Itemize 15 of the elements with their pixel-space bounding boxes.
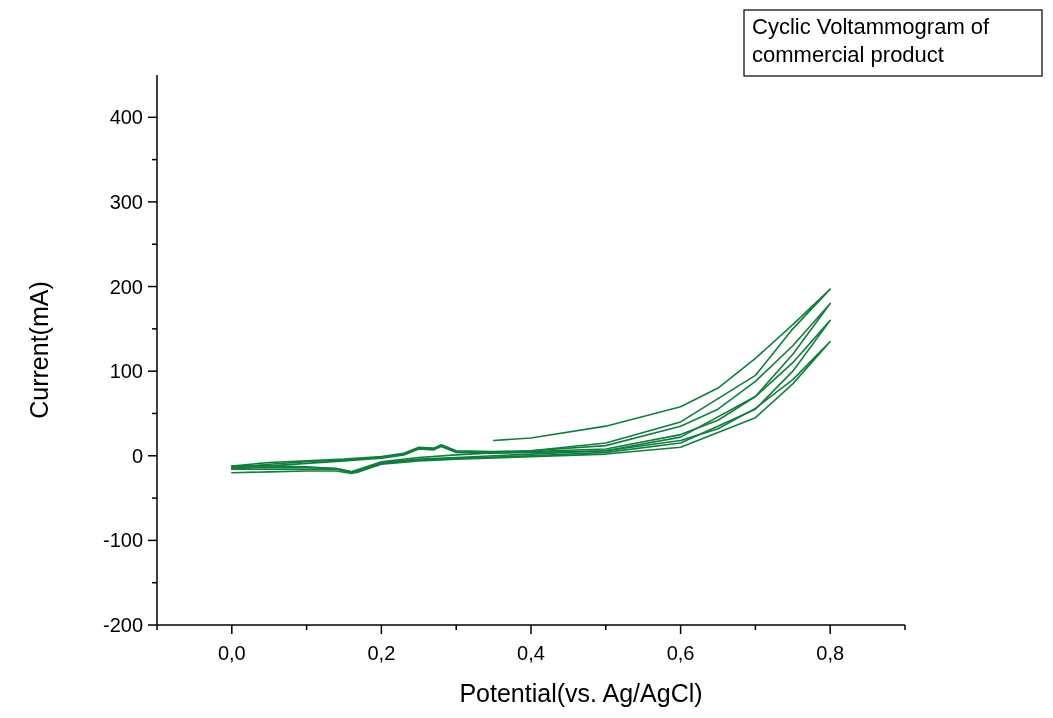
y-tick-label: 300 xyxy=(109,190,143,213)
y-tick-label: 400 xyxy=(109,106,143,129)
x-tick-label: 0,0 xyxy=(217,642,246,664)
x-tick-label: 0,6 xyxy=(666,642,695,664)
x-axis-title: Potential(vs. Ag/AgCl) xyxy=(459,679,703,707)
x-tick-label: 0,4 xyxy=(517,642,545,664)
y-tick-label: -200 xyxy=(102,614,143,636)
y-axis-title: Current(mA) xyxy=(25,281,53,419)
x-tick-label: 0,8 xyxy=(816,642,845,664)
text: Cyclic Voltammogram of commercial product xyxy=(752,14,991,67)
y-tick-label: 200 xyxy=(109,275,143,298)
x-tick-label: 0,2 xyxy=(367,642,396,664)
y-tick-label: -100 xyxy=(102,529,143,552)
y-tick-label: 100 xyxy=(109,360,143,383)
y-tick-label: 0 xyxy=(131,444,143,467)
